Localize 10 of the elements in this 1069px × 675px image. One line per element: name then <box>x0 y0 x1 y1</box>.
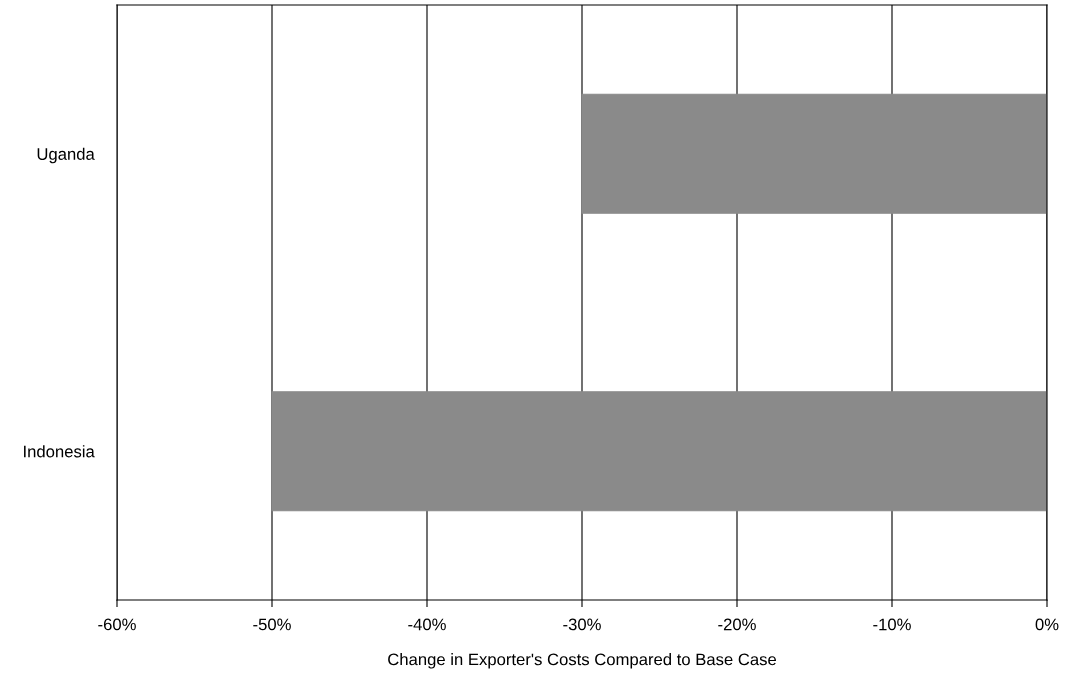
x-tick-label: -50% <box>253 618 291 631</box>
x-tick-label: -30% <box>563 618 601 631</box>
y-tick-label: Indonesia <box>24 445 95 458</box>
y-tick-label: Uganda <box>37 147 95 164</box>
x-tick-label: -10% <box>873 618 911 631</box>
x-axis-title: Change in Exporter's Costs Compared to Base Case <box>388 653 777 669</box>
x-tick-label: 0% <box>1035 618 1059 631</box>
x-tick-label: -40% <box>408 618 446 631</box>
x-tick-label: -20% <box>718 618 756 631</box>
x-tick-label: -60% <box>98 618 136 631</box>
